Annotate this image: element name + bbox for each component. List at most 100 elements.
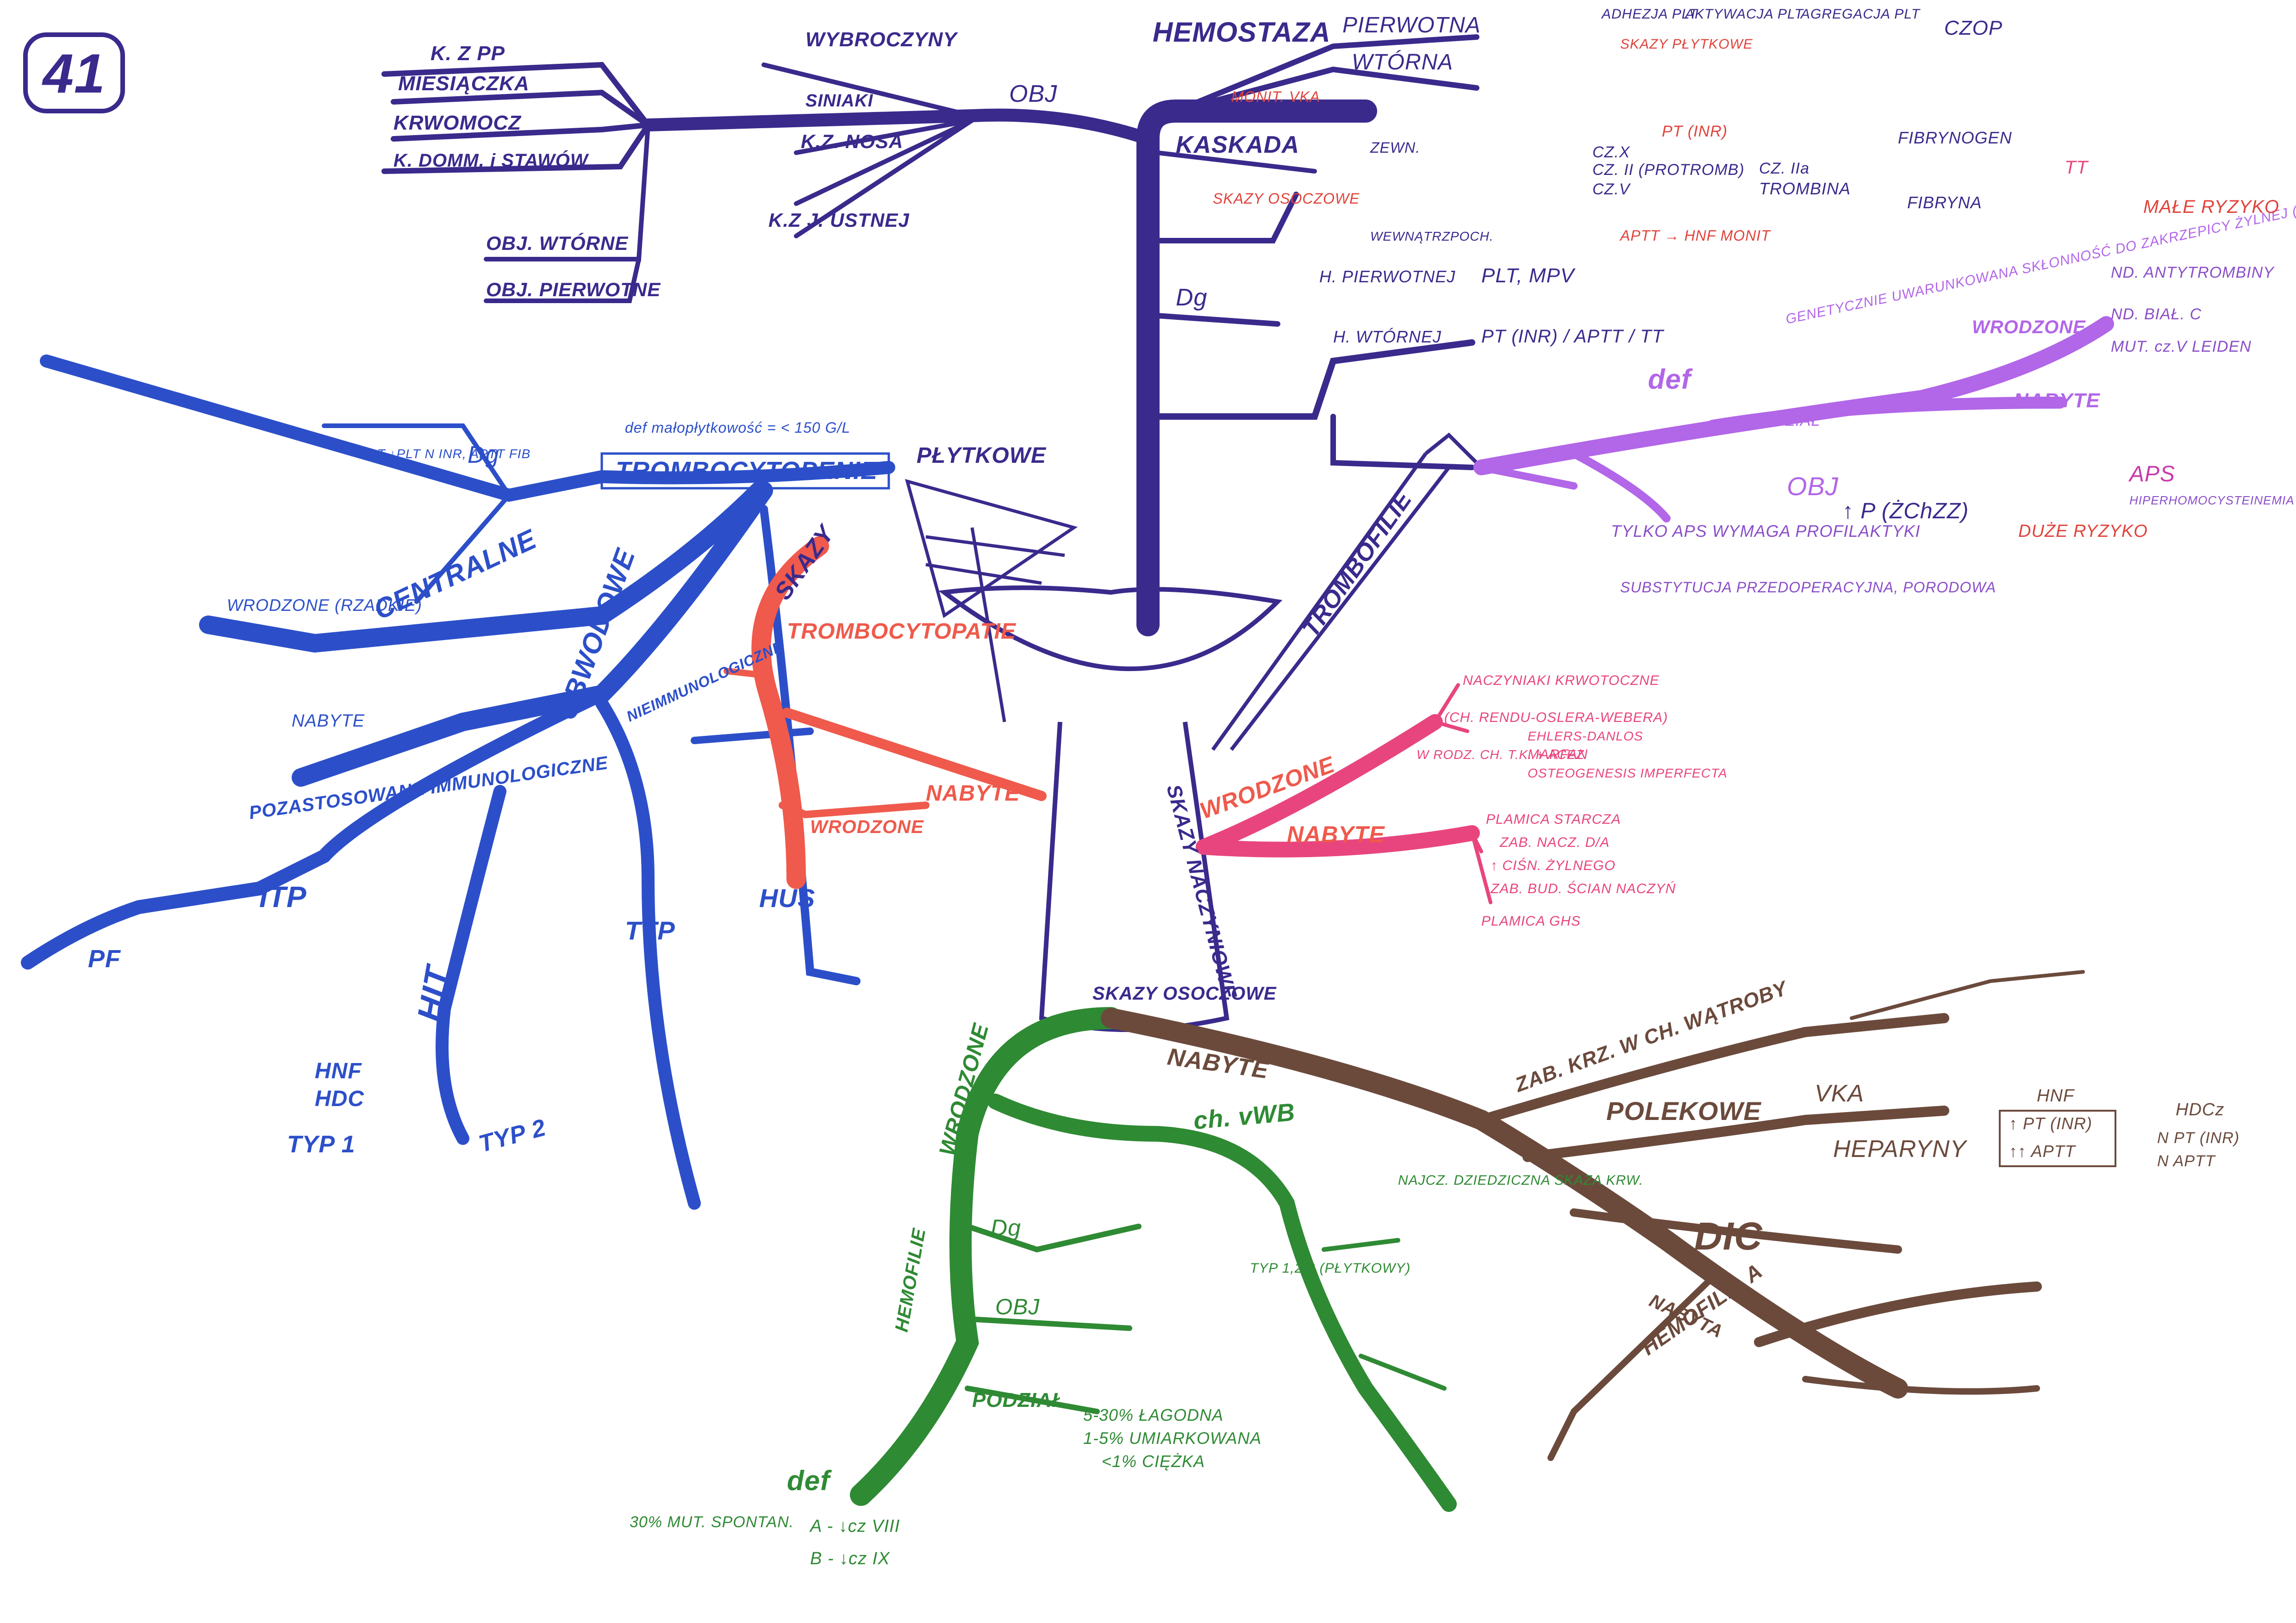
vascular-c-1: (CH. RENDU-OSLERA-WEBERA)	[1444, 710, 1668, 725]
vascular-a-4: PLAMICA GHS	[1481, 914, 1581, 929]
plasma-hemophilia: HEMOFILIE	[892, 1226, 930, 1333]
vascular-a-1: ZAB. NACZ. D/A	[1499, 835, 1610, 850]
mouth-label: K.Z J. USTNEJ	[768, 209, 910, 231]
monit-vka: MONIT. VKA	[1231, 88, 1320, 105]
thrombocytopenia-title: TROMBOCYTOPENIE	[616, 457, 878, 485]
thrombophilia-division: PODZIAŁ	[1750, 412, 1820, 429]
red-branches	[724, 536, 1047, 889]
urine-label: KRWOMOCZ	[393, 112, 522, 134]
zewn-label: ZEWN.	[1370, 139, 1420, 156]
skazy-osoczowe-note: SKAZY OSOCZOWE	[1213, 190, 1360, 207]
plasma-title-1: SKAZY OSOCZOWE	[1092, 983, 1277, 1004]
aptt-hnf-note: APTT → HNF MONIT	[1619, 227, 1771, 244]
thrombocytopenia-box	[600, 452, 890, 490]
pf-label: PF	[88, 945, 121, 973]
platelet-labels: PŁYTKOWE SKAZY TROMBOCYTOPATIE WRODZONE …	[769, 443, 1047, 837]
protein-c: ND. BIAŁ. C	[2111, 305, 2202, 323]
hemostasis-secondary: WTÓRNA	[1352, 50, 1453, 75]
vascular-a-2: ↑ CIŚN. ŻYLNEGO	[1491, 858, 1616, 873]
ttp-label: TTP	[625, 916, 675, 945]
cz-iia: CZ. IIa	[1759, 160, 1809, 177]
liver-label: ZAB. KRZ. W CH. WĄTROBY	[1511, 976, 1791, 1097]
hdc-label: HDC	[315, 1087, 364, 1111]
plasma-dg: Dg	[991, 1215, 1021, 1241]
thrombophilia-substitution: SUBSTYTUCJA PRZEDOPERACYJNA, PORODOWA	[1620, 579, 1996, 596]
high-risk: DUŻE RYZYKO	[2018, 522, 2148, 541]
hemostasis-dg: Dg	[1176, 284, 1207, 311]
dg-label: Dg	[468, 442, 499, 468]
hemostasis-dg-primary-tests: PLT, MPV	[1481, 264, 1576, 287]
vascular-c-0: NACZYNIAKI KRWOTOCZNE	[1463, 673, 1660, 688]
thrombophilia-def-text: GENETYCZNIE UWARUNKOWANA SKŁONNOŚĆ DO ZA…	[1784, 172, 2296, 327]
hnf-label: HNF	[315, 1059, 362, 1083]
thrombophilia-def: def	[1648, 364, 1693, 395]
hemostasis-dg-primary: H. PIERWOTNEJ	[1319, 267, 1455, 286]
plasma-vwd: ch. vWB	[1192, 1098, 1296, 1135]
vascular-labels: K. Z PP MIESIĄCZKA KRWOMOCZ K. DOMM. i S…	[393, 28, 1057, 300]
cz-ii: CZ. II (PROTROMB)	[1592, 161, 1745, 179]
flow-aggregation: AGREGACJA PLT	[1800, 6, 1921, 22]
bruises-label: WYBROCZYNY	[805, 28, 958, 51]
acquired-label: NABYTE	[292, 711, 365, 731]
trombocytopatie: TROMBOCYTOPATIE	[787, 619, 1017, 644]
vwd-def: NAJCZ. DZIEDZICZNA SKAZA KRW.	[1398, 1173, 1643, 1188]
thrombophilia-congenital: WRODZONE	[1972, 317, 2086, 337]
vascular-a-0: PLAMICA STARCZA	[1486, 812, 1621, 827]
hyperhomocysteinemia: HIPERHOMOCYSTEINEMIA	[2129, 493, 2295, 507]
thrombophilia-aps-note: TYLKO APS WYMAGA PROFILAKTYKI	[1611, 522, 1920, 541]
plasma-os: OBJ	[995, 1295, 1040, 1319]
platelet-congenital: WRODZONE	[810, 817, 924, 837]
brown-branches	[1101, 970, 2085, 1461]
ecchymoses-label: SINIAKI	[805, 91, 873, 111]
page-number: 41	[42, 43, 105, 105]
nose-label: K.Z. NOSA	[801, 131, 903, 152]
violet-branches	[1473, 316, 2114, 522]
platelet-skazy: SKAZY	[769, 519, 840, 604]
antithrombin: ND. ANTYTROMBINY	[2111, 264, 2275, 281]
hnf-row-1: ↑ PT (INR)	[2009, 1114, 2092, 1133]
secondary-label: OBJ. WTÓRNE	[486, 232, 629, 254]
type1-label: TYP 1	[287, 1131, 356, 1158]
congenital-label: WRODZONE (RZADKIE)	[227, 596, 422, 615]
hemostasis-title: HEMOSTAZA	[1153, 17, 1331, 48]
hdc-head: HDCz	[2176, 1100, 2224, 1119]
vascular-c-4: MARFAN	[1528, 747, 1588, 762]
plasma-def-pct: 30% MUT. SPONTAN.	[630, 1513, 794, 1531]
dic-label: DIC	[1694, 1214, 1763, 1258]
thrombophilia-os: OBJ	[1787, 472, 1839, 501]
hemostasis-dg-secondary-tests: PT (INR) / APTT / TT	[1481, 326, 1665, 347]
thrombocytopenia-def: def małopłytkowość = < 150 G/L	[625, 419, 850, 436]
hemostasis-kaskada: KASKADA	[1176, 131, 1299, 158]
vka-label: VKA	[1815, 1080, 1864, 1107]
menstrual-label: MIESIĄCZKA	[398, 72, 530, 95]
vascular-c-5: OSTEOGENESIS IMPERFECTA	[1528, 766, 1728, 780]
platelet-title: PŁYTKOWE	[917, 443, 1047, 468]
green-branches	[850, 1007, 1457, 1512]
flow-clot: CZOP	[1944, 17, 2003, 39]
severity-3: <1% CIĘŻKA	[1102, 1452, 1205, 1471]
hnf-head: HNF	[2037, 1086, 2075, 1106]
hemostasis-primary: PIERWOTNA	[1342, 13, 1481, 37]
thrombophilia-p: ↑ P (ŻChZZ)	[1842, 499, 1969, 523]
purple-branches	[381, 34, 1479, 636]
severity-1: 5-30% ŁAGODNA	[1083, 1405, 1223, 1424]
hemostasis-dg-secondary: H. WTÓRNEJ	[1333, 327, 1441, 346]
fibrynogen: FIBRYNOGEN	[1898, 128, 2012, 147]
lab-summary: ↑BT ↓PLT N INR, APTT FIB	[361, 447, 530, 461]
thrombophilia-title: TROMBOFILIE	[1297, 486, 1417, 642]
hemostasis-labels: HEMOSTAZA PIERWOTNA WTÓRNA KASKADA Dg H.…	[1153, 6, 2088, 347]
flow-activation: AKTYWACJA PLT	[1684, 6, 1804, 22]
hus-label: HUS	[759, 883, 815, 913]
blue-branches	[21, 354, 895, 1210]
hdc-row-1: N PT (INR)	[2157, 1129, 2240, 1147]
hdc-row-2: N APTT	[2157, 1152, 2216, 1170]
umbrella-illustration	[905, 479, 1078, 722]
cz-x: CZ.X	[1592, 143, 1630, 161]
severity-2: 1-5% UMIARKOWANA	[1083, 1429, 1261, 1448]
hnf-row-2: ↑↑ APTT	[2009, 1142, 2077, 1161]
gum-joint-label: K. DOMM. i STAWÓW	[393, 149, 589, 171]
plasma-division: PODZIAŁ	[972, 1389, 1065, 1412]
heparins-label: HEPARYNY	[1833, 1136, 1968, 1163]
os-label: OBJ	[1009, 81, 1057, 107]
